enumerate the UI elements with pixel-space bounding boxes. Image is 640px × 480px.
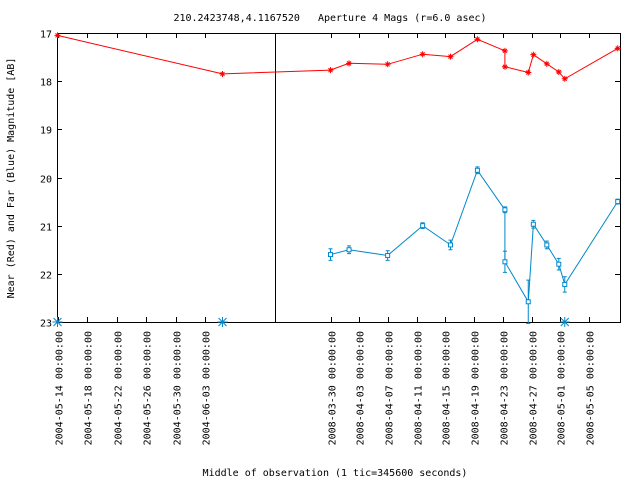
data-point <box>530 51 537 58</box>
baseline-markers <box>52 317 570 327</box>
data-point <box>525 299 531 305</box>
series-line <box>57 34 618 80</box>
data-point <box>561 75 568 82</box>
x-tick-label: 2008-04-23 00:00:00 <box>500 331 511 445</box>
data-point <box>615 199 621 205</box>
data-point <box>501 47 508 54</box>
tick-marks <box>57 33 620 323</box>
data-point <box>447 53 454 60</box>
x-tick-label: 2004-05-26 00:00:00 <box>143 331 154 445</box>
data-point <box>562 281 568 287</box>
series-0 <box>54 32 621 82</box>
y-tick-label: 19 <box>40 126 52 137</box>
x-tick-label: 2008-04-15 00:00:00 <box>442 331 453 445</box>
x-tick-labels: 2004-05-14 00:00:00 2004-05-18 00:00:00 20… <box>55 331 597 445</box>
data-point <box>419 51 426 58</box>
x-tick-label: 2008-04-19 00:00:00 <box>471 331 482 445</box>
y-tick-label: 22 <box>40 271 52 282</box>
x-tick-label: 2004-05-14 00:00:00 <box>55 331 66 445</box>
x-tick-label: 2008-04-11 00:00:00 <box>414 331 425 445</box>
data-point <box>530 221 536 227</box>
y-tick-label: 23 <box>40 319 52 330</box>
baseline-marker <box>217 317 228 327</box>
series-layer <box>54 32 621 324</box>
data-point <box>474 167 480 173</box>
y-axis-label: Near (Red) and Far (Blue) Magnitude [AB] <box>6 58 17 299</box>
data-point <box>328 252 333 258</box>
series-line <box>330 169 619 304</box>
x-axis-label: Middle of observation (1 tic=345600 seco… <box>203 468 468 479</box>
x-tick-label: 2004-05-18 00:00:00 <box>84 331 95 445</box>
data-point <box>544 242 550 248</box>
baseline-marker <box>559 317 570 327</box>
x-tick-label: 2008-04-03 00:00:00 <box>356 331 367 445</box>
data-point <box>543 60 550 67</box>
y-tick-labels: 17 18 19 20 21 22 23 <box>40 30 52 330</box>
x-tick-label: 2008-04-07 00:00:00 <box>385 331 396 445</box>
x-tick-label: 2008-05-01 00:00:00 <box>557 331 568 445</box>
data-point <box>502 259 508 265</box>
y-tick-label: 18 <box>40 78 52 89</box>
x-tick-label: 2004-05-22 00:00:00 <box>114 331 125 445</box>
series-1 <box>328 166 621 324</box>
data-point <box>556 261 562 267</box>
data-point <box>525 69 532 76</box>
data-point <box>502 207 508 213</box>
data-point <box>614 45 621 52</box>
plot-frame <box>57 33 621 323</box>
data-point <box>555 69 562 76</box>
data-point <box>219 70 226 77</box>
data-point <box>327 67 334 74</box>
data-point <box>420 223 426 229</box>
data-point <box>384 61 391 68</box>
data-point <box>346 247 352 253</box>
data-point <box>447 242 453 248</box>
x-tick-label: 2008-05-05 00:00:00 <box>586 331 597 445</box>
baseline-marker <box>52 317 63 327</box>
data-point <box>346 60 353 67</box>
data-point <box>385 253 391 259</box>
data-point <box>474 36 481 43</box>
y-tick-label: 17 <box>40 30 52 41</box>
x-tick-label: 2008-04-27 00:00:00 <box>529 331 540 445</box>
x-tick-label: 2008-03-30 00:00:00 <box>328 331 339 445</box>
x-tick-label: 2004-06-03 00:00:00 <box>202 331 213 445</box>
y-tick-label: 21 <box>40 223 52 234</box>
y-tick-label: 20 <box>40 175 52 186</box>
data-point <box>501 63 508 70</box>
x-tick-label: 2004-05-30 00:00:00 <box>173 331 184 445</box>
chart-title: 210.2423748,4.1167520 Aperture 4 Mags (r… <box>173 13 486 24</box>
data-point <box>54 32 61 39</box>
